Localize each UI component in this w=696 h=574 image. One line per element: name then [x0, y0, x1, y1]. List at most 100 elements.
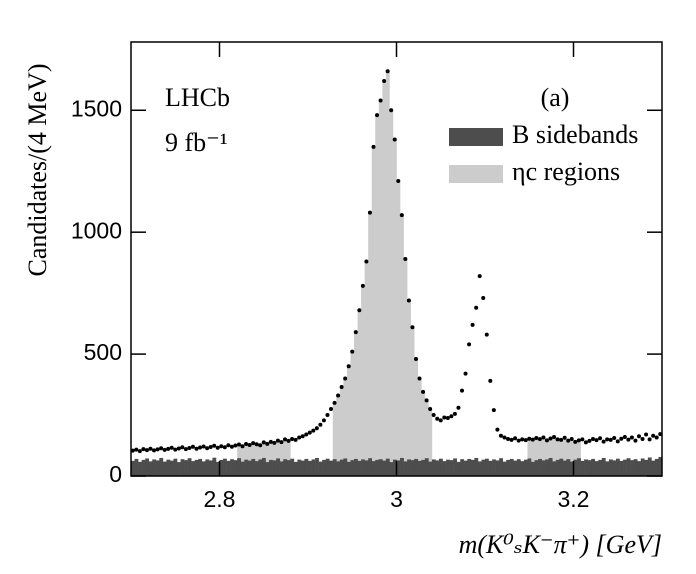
data-point	[484, 332, 489, 337]
histogram-bar	[566, 459, 571, 476]
histogram-bar	[371, 146, 376, 476]
histogram-bar	[169, 460, 174, 476]
histogram-bar	[240, 461, 245, 476]
histogram-bar	[492, 459, 496, 476]
data-point	[456, 405, 461, 410]
x-tick-label: 3	[390, 486, 403, 512]
data-point	[236, 442, 241, 447]
histogram-bar	[523, 459, 528, 476]
data-point	[523, 438, 528, 443]
histogram-bar	[520, 461, 525, 476]
histogram-bar	[562, 437, 567, 476]
data-point	[622, 434, 627, 439]
histogram-bar	[392, 139, 397, 477]
x-axis-label: m(K⁰ₛK⁻π⁺) [GeV]	[459, 530, 662, 559]
data-point	[226, 443, 231, 448]
y-tick-label: 1500	[71, 95, 122, 121]
histogram-bar	[559, 439, 564, 476]
histogram-bar	[378, 459, 383, 476]
data-point	[382, 79, 387, 84]
data-point	[537, 437, 542, 442]
data-point	[608, 437, 613, 442]
histogram-bar	[481, 459, 486, 476]
histogram-bar	[513, 460, 518, 476]
histogram-bar	[279, 461, 284, 476]
histogram-bar	[226, 460, 231, 476]
data-point	[201, 444, 206, 449]
histogram-bar	[545, 459, 550, 476]
histogram-bar	[640, 458, 645, 476]
histogram-bar	[506, 459, 511, 476]
data-point	[215, 445, 220, 450]
histogram-bar	[346, 461, 351, 476]
data-point	[566, 438, 571, 443]
histogram-bar	[336, 461, 341, 476]
data-point	[562, 435, 567, 440]
data-point	[495, 427, 500, 432]
y-tick-label: 0	[109, 461, 122, 487]
data-point	[155, 447, 160, 452]
histogram-bar	[456, 461, 461, 476]
histogram-bar	[587, 460, 592, 476]
histogram-bar	[173, 458, 178, 476]
data-point	[548, 436, 553, 441]
data-point	[403, 257, 408, 261]
histogram-bar	[470, 459, 475, 476]
histogram-bar	[297, 459, 302, 476]
histogram-bar	[254, 461, 259, 476]
histogram-bar	[516, 459, 521, 476]
data-point	[290, 436, 295, 441]
data-point	[311, 428, 316, 433]
histogram-bar	[637, 461, 642, 476]
histogram-bar	[633, 459, 638, 476]
histogram-bar	[382, 460, 387, 476]
data-point	[325, 413, 330, 418]
data-point	[573, 439, 578, 444]
histogram-bar	[453, 458, 457, 476]
data-point	[413, 356, 418, 361]
histogram-bar	[598, 459, 603, 476]
histogram-bar	[343, 458, 348, 476]
histogram-bar	[148, 461, 153, 476]
histogram-bar	[375, 459, 380, 476]
data-point	[350, 349, 355, 354]
histogram-bar	[272, 442, 277, 476]
histogram-bar	[612, 460, 617, 476]
data-point	[152, 448, 157, 453]
histogram-bar	[414, 358, 419, 476]
data-point	[173, 447, 178, 452]
data-point	[516, 438, 521, 443]
histogram-bar	[431, 459, 436, 476]
histogram-bar	[304, 458, 309, 476]
x-tick-label: 2.8	[204, 486, 236, 512]
data-point	[261, 440, 266, 445]
data-point	[321, 418, 326, 423]
data-point	[555, 437, 560, 442]
histogram-bar	[619, 460, 624, 476]
histogram-bar	[315, 457, 319, 476]
histogram-bar	[265, 443, 270, 476]
legend-swatch	[449, 128, 503, 146]
histogram-bar	[230, 459, 234, 476]
histogram-bar	[247, 460, 252, 476]
histogram-bar	[138, 461, 142, 476]
data-point	[229, 444, 234, 449]
histogram-bar	[382, 81, 387, 477]
histogram-bar	[251, 458, 256, 476]
histogram-bar	[509, 458, 514, 476]
data-point	[205, 446, 210, 451]
data-point	[265, 441, 270, 446]
histogram-bar	[410, 327, 415, 476]
histogram-bar	[311, 459, 316, 476]
histogram-bar	[283, 439, 288, 476]
histogram-bar	[538, 439, 542, 476]
histogram-bar	[368, 458, 373, 476]
histogram-bar	[584, 459, 588, 476]
data-point	[658, 432, 663, 437]
histogram-bar	[357, 310, 362, 476]
data-point	[190, 444, 195, 449]
data-point	[247, 443, 252, 448]
histogram-bar	[485, 458, 489, 476]
data-point	[481, 296, 486, 301]
